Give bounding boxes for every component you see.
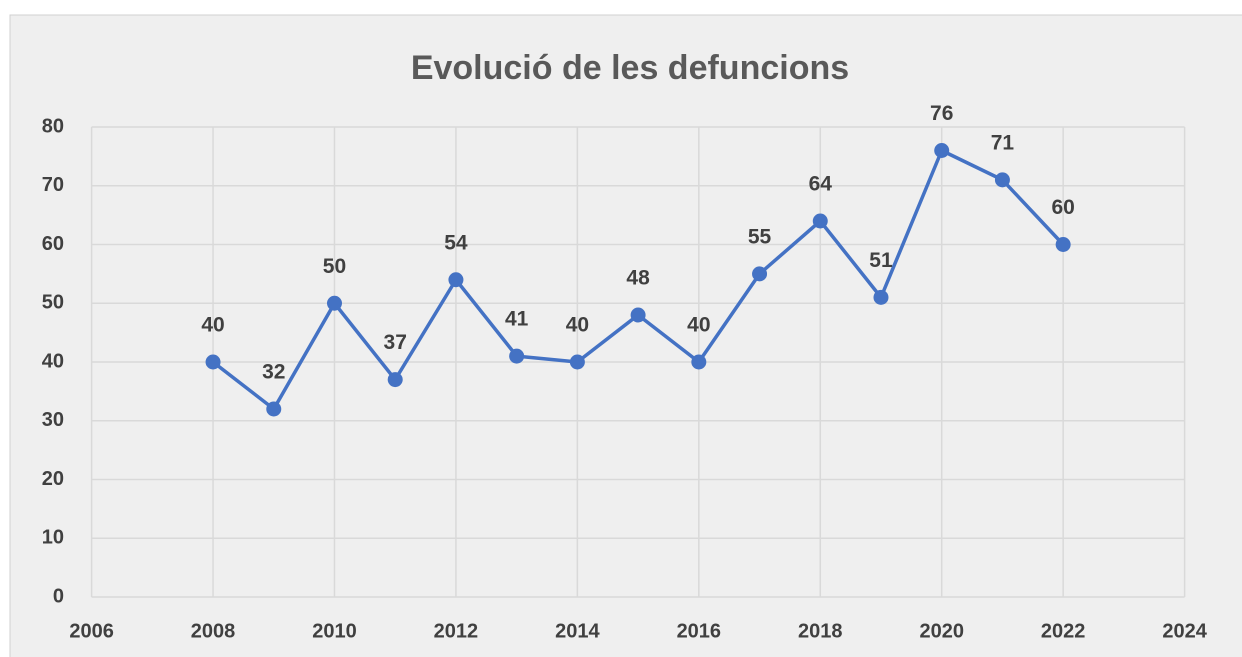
data-label: 51 [869,249,893,272]
data-point [205,354,221,370]
data-point [448,272,464,288]
data-label: 48 [626,267,650,290]
y-tick-label: 0 [53,585,64,607]
data-point [509,348,525,364]
data-point [812,213,828,229]
data-label: 60 [1051,196,1074,219]
y-tick-label: 10 [42,527,64,549]
data-point [569,354,585,370]
data-label: 40 [201,314,224,337]
data-point [994,172,1010,188]
y-tick-label: 60 [42,233,64,255]
x-tick-label: 2020 [919,620,964,642]
x-tick-label: 2008 [191,620,236,642]
data-label: 40 [687,314,710,337]
data-label: 37 [384,331,407,354]
data-point [326,295,342,311]
data-point [752,266,768,282]
x-tick-label: 2022 [1041,620,1086,642]
data-label: 41 [505,308,529,331]
data-point [934,143,950,158]
chart-title: Evolució de les defuncions [411,49,849,87]
y-tick-label: 40 [42,350,64,372]
data-point [387,372,403,388]
data-label: 40 [566,314,589,337]
data-point [691,354,707,370]
data-label: 54 [444,231,468,254]
x-tick-label: 2016 [677,620,722,642]
data-point [1055,237,1071,252]
y-tick-label: 20 [42,468,64,490]
data-point [630,307,646,323]
data-point [266,401,282,417]
x-tick-label: 2018 [798,620,843,642]
chart-background [9,14,1242,657]
data-label: 71 [991,131,1015,154]
y-tick-label: 30 [42,409,64,431]
data-label: 50 [323,255,346,278]
x-tick-label: 2006 [69,620,114,642]
y-tick-label: 50 [42,292,64,314]
x-tick-label: 2024 [1162,620,1207,642]
data-label: 32 [262,361,285,384]
x-tick-label: 2014 [555,620,600,642]
data-point [873,289,889,305]
data-label: 64 [809,173,833,196]
y-tick-label: 70 [42,174,64,196]
y-tick-label: 80 [42,115,64,137]
x-tick-label: 2012 [434,620,479,642]
x-tick-label: 2010 [312,620,357,642]
data-label: 76 [930,102,953,125]
data-label: 55 [748,225,772,248]
